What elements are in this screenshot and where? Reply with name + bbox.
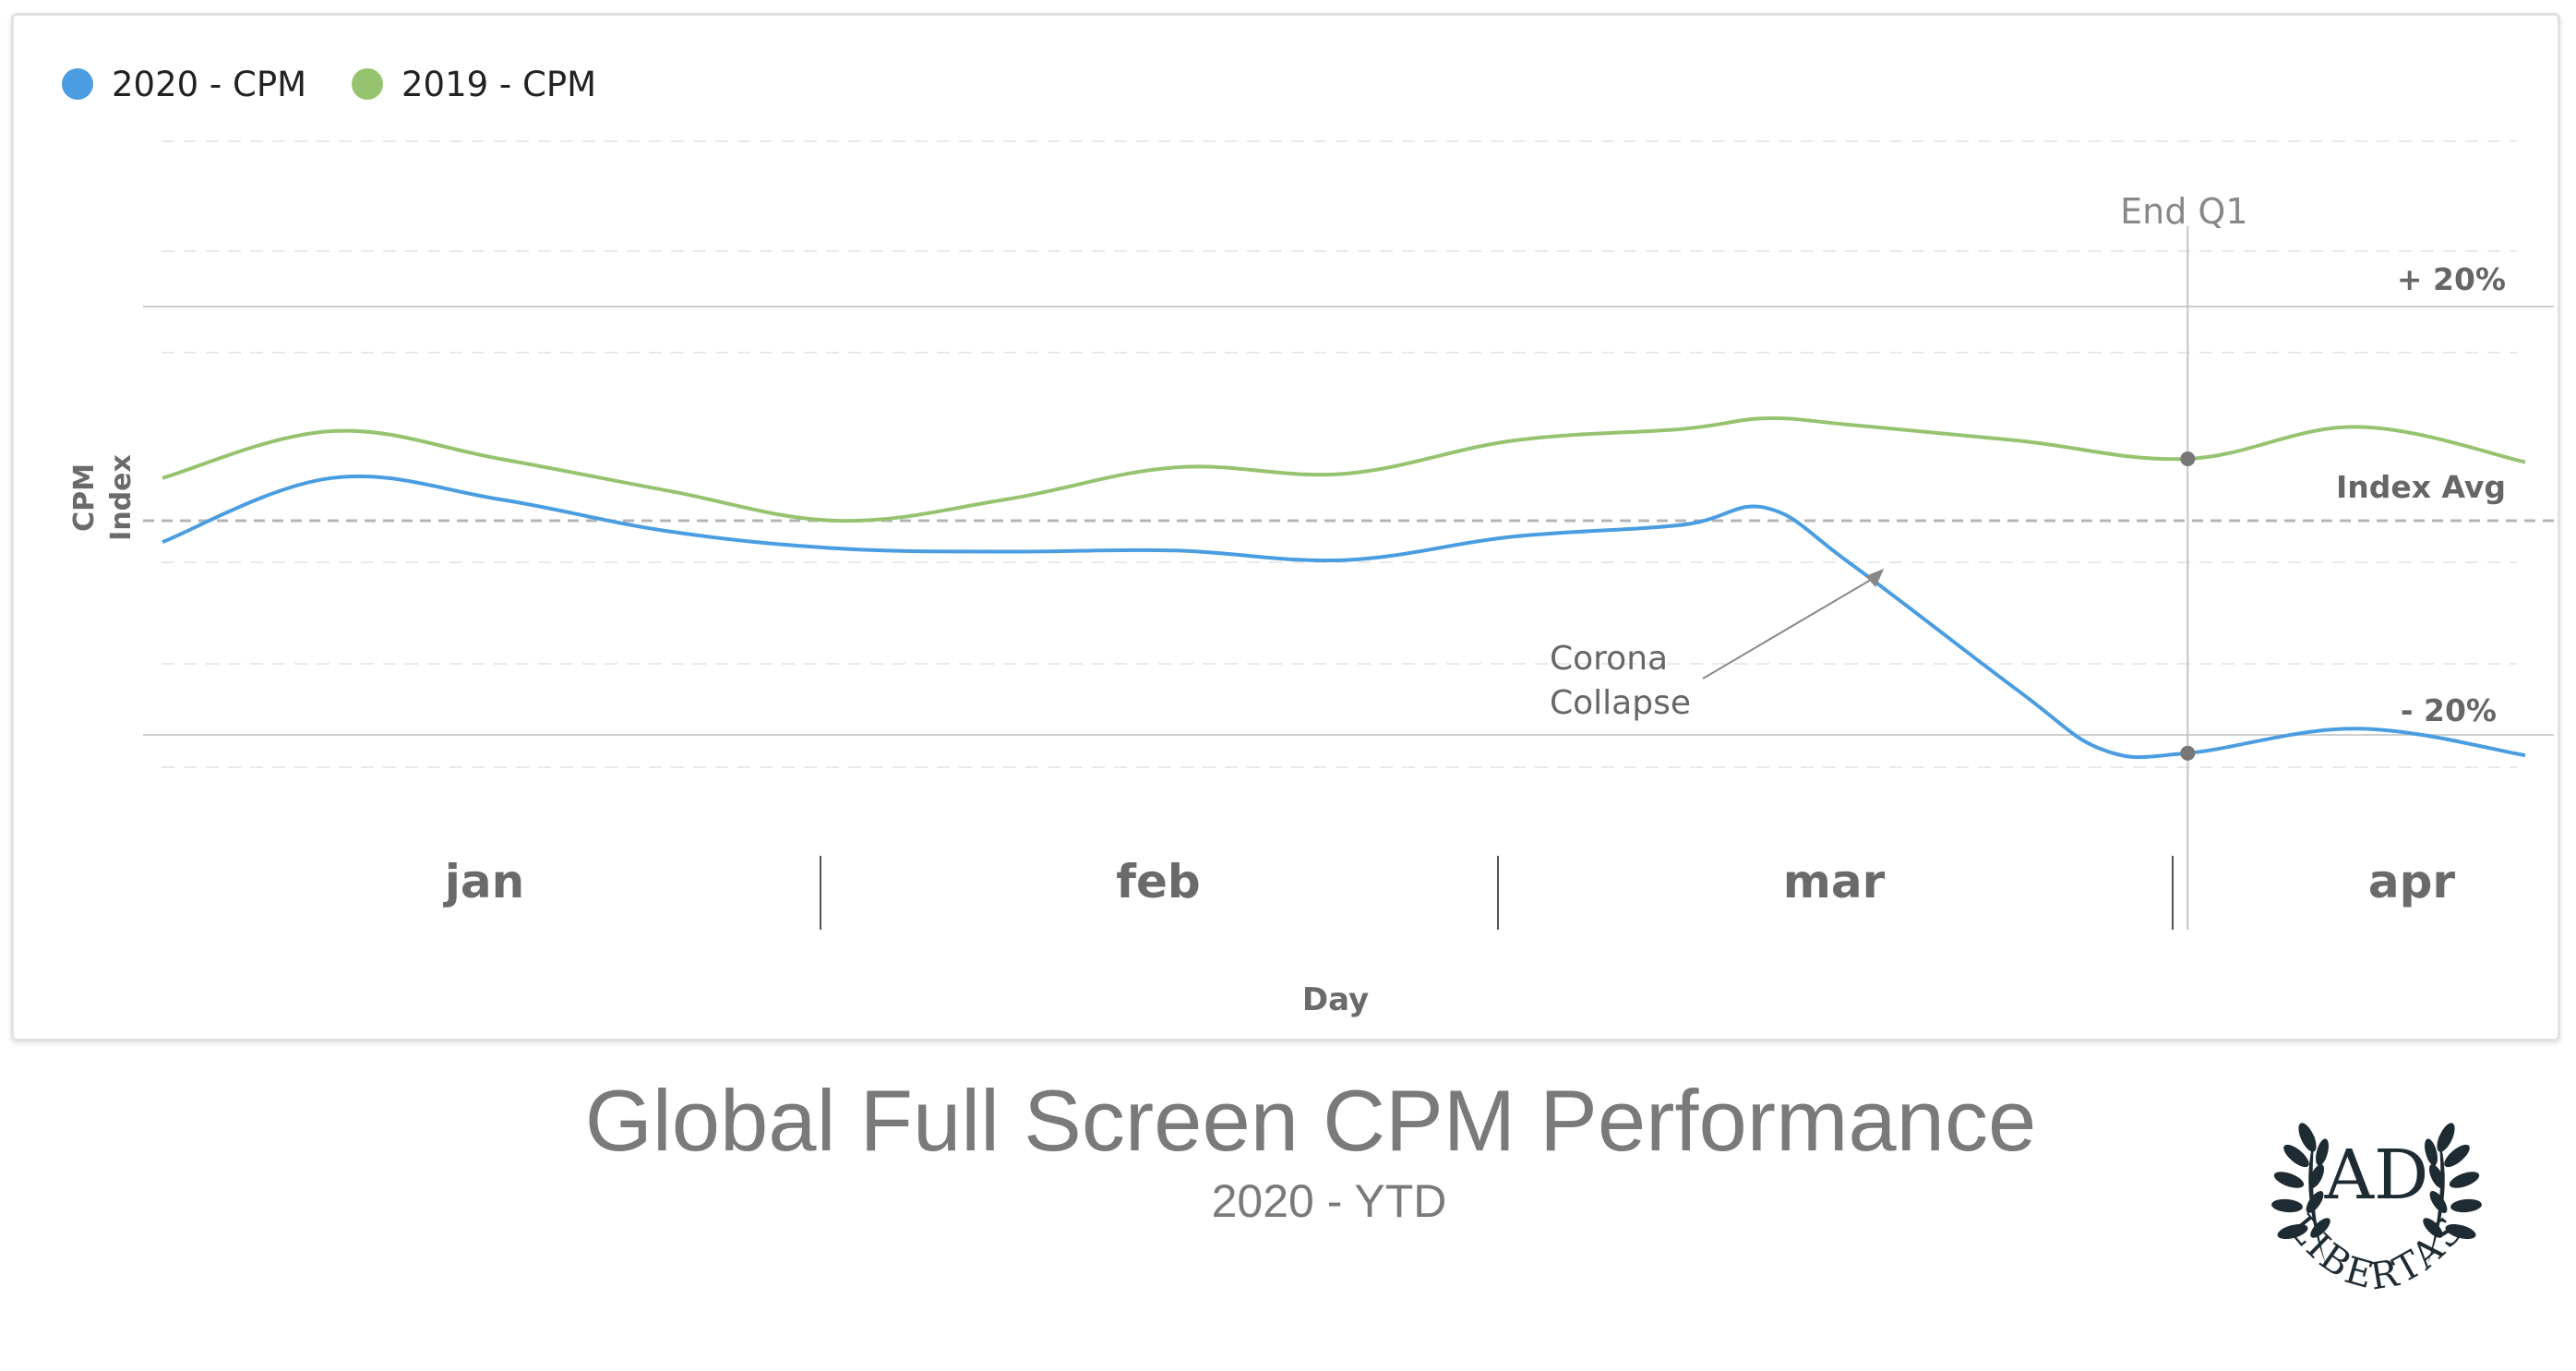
marker-point-2019 bbox=[2180, 451, 2196, 467]
laurel-right-icon bbox=[2423, 1123, 2482, 1265]
annotation-arrow-line bbox=[1702, 573, 1881, 679]
x-tick-label-jan: jan bbox=[443, 855, 524, 908]
marker-point-2020 bbox=[2180, 745, 2196, 761]
series-line-2020 bbox=[162, 474, 2526, 760]
legend-label-2020: 2020 - CPM bbox=[112, 64, 307, 104]
chart-title: Global Full Screen CPM Performance bbox=[584, 1072, 2037, 1169]
x-tick-label-feb: feb bbox=[1116, 855, 1200, 908]
legend-dot-icon bbox=[352, 68, 383, 100]
legend-label-2019: 2019 - CPM bbox=[401, 64, 597, 104]
end-q1-label: End Q1 bbox=[2120, 191, 2247, 232]
legend-item-2019[interactable]: 2019 - CPM bbox=[352, 64, 596, 104]
annotation-text-line-0: Corona bbox=[1550, 640, 1668, 678]
y-axis-label-line-1: Index bbox=[105, 454, 138, 541]
series-line-2019 bbox=[162, 415, 2526, 523]
legend-item-2020[interactable]: 2020 - CPM bbox=[62, 64, 306, 104]
reference-label-2: - 20% bbox=[2401, 692, 2497, 728]
logo-libertas-text: LIBERTAS bbox=[2279, 1207, 2474, 1298]
annotation-text-line-1: Collapse bbox=[1550, 684, 1691, 722]
y-axis-label-line-0: CPM bbox=[68, 463, 101, 532]
legend-dot-icon bbox=[62, 68, 93, 100]
ad-libertas-logo: AD LIBERTAS bbox=[2271, 1123, 2482, 1299]
chart-plot: + 20% Index Avg - 20% End Q1 jan feb mar apr Day… bbox=[68, 140, 2554, 1018]
reference-label-0: + 20% bbox=[2397, 261, 2506, 297]
x-tick-label-mar: mar bbox=[1783, 855, 1886, 908]
y-axis-label: CPM Index bbox=[68, 454, 138, 541]
logo-ad-text: AD bbox=[2324, 1136, 2429, 1215]
chart-card: 2020 - CPM 2019 - CPM + 20% Index Avg - 20… bbox=[11, 13, 2560, 1041]
chart-subtitle: 2020 - YTD bbox=[1211, 1175, 1447, 1227]
laurel-left-icon bbox=[2271, 1123, 2330, 1265]
reference-label-1: Index Avg bbox=[2336, 469, 2506, 505]
x-tick-label-apr: apr bbox=[2368, 855, 2456, 908]
x-axis-label: Day bbox=[1302, 981, 1369, 1018]
annotation-arrow-icon bbox=[1865, 568, 1885, 587]
